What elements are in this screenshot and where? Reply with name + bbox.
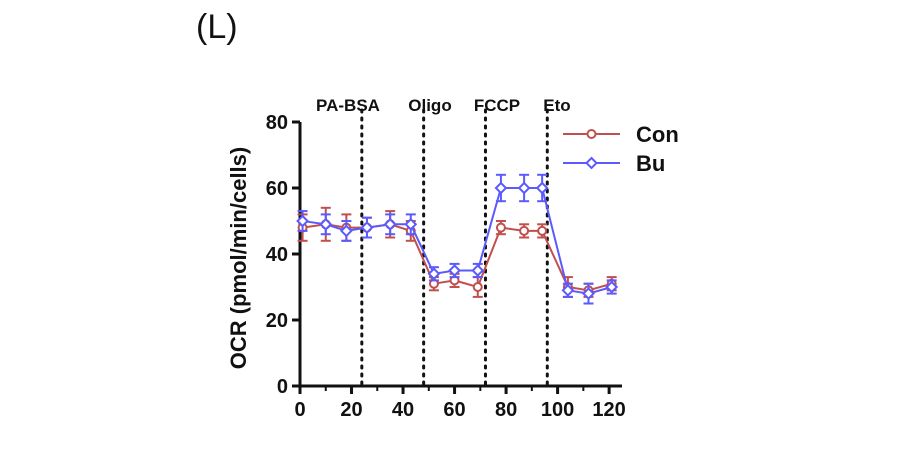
data-point	[360, 221, 374, 235]
data-point	[605, 280, 619, 294]
data-point	[582, 287, 595, 301]
data-point	[383, 217, 397, 231]
y-tick-label: 60	[266, 178, 288, 200]
series-bu	[296, 173, 619, 305]
data-point	[472, 282, 483, 292]
data-point	[339, 224, 353, 238]
x-tick-label: 20	[340, 399, 362, 421]
injection-label: Oligo	[408, 96, 451, 115]
panel-label: (L)	[196, 8, 238, 46]
y-tick-label: 40	[266, 244, 288, 266]
y-tick-label: 0	[277, 376, 288, 398]
data-point	[494, 181, 508, 195]
axes: 0 20 40 60 80 0 20 40 60 80 100 120 OCR (pmol/min/ce…	[226, 112, 626, 421]
x-tick-label: 0	[294, 399, 305, 421]
y-tick-label: 20	[266, 310, 288, 332]
data-point	[296, 214, 309, 228]
y-axis-title: OCR (pmol/min/cells)	[226, 147, 251, 369]
data-point	[517, 181, 531, 195]
x-tick-label: 80	[495, 399, 517, 421]
injection-label: PA-BSA	[316, 96, 380, 115]
x-tick-label: 60	[443, 399, 465, 421]
data-point	[535, 181, 549, 195]
legend-label: Bu	[636, 151, 665, 176]
x-tick-label: 120	[592, 399, 625, 421]
x-tick-label: 100	[541, 399, 574, 421]
injection-label: Eto	[543, 96, 570, 115]
y-tick-label: 80	[266, 112, 288, 134]
legend-marker	[586, 129, 597, 139]
data-point	[519, 225, 530, 236]
data-point	[404, 217, 418, 231]
injection-lines: PA-BSA Oligo FCCP Eto	[316, 96, 571, 388]
x-tick-label: 40	[392, 399, 414, 421]
data-point	[471, 264, 485, 277]
legend: Con Bu	[563, 122, 679, 176]
data-point	[495, 222, 506, 233]
data-point	[561, 283, 575, 297]
data-point	[319, 217, 333, 231]
legend-label: Con	[636, 122, 679, 147]
series-group	[296, 173, 619, 305]
injection-label: FCCP	[474, 96, 520, 115]
data-point	[537, 225, 548, 236]
data-point	[427, 267, 441, 281]
data-point	[448, 264, 461, 277]
legend-marker	[585, 156, 598, 170]
